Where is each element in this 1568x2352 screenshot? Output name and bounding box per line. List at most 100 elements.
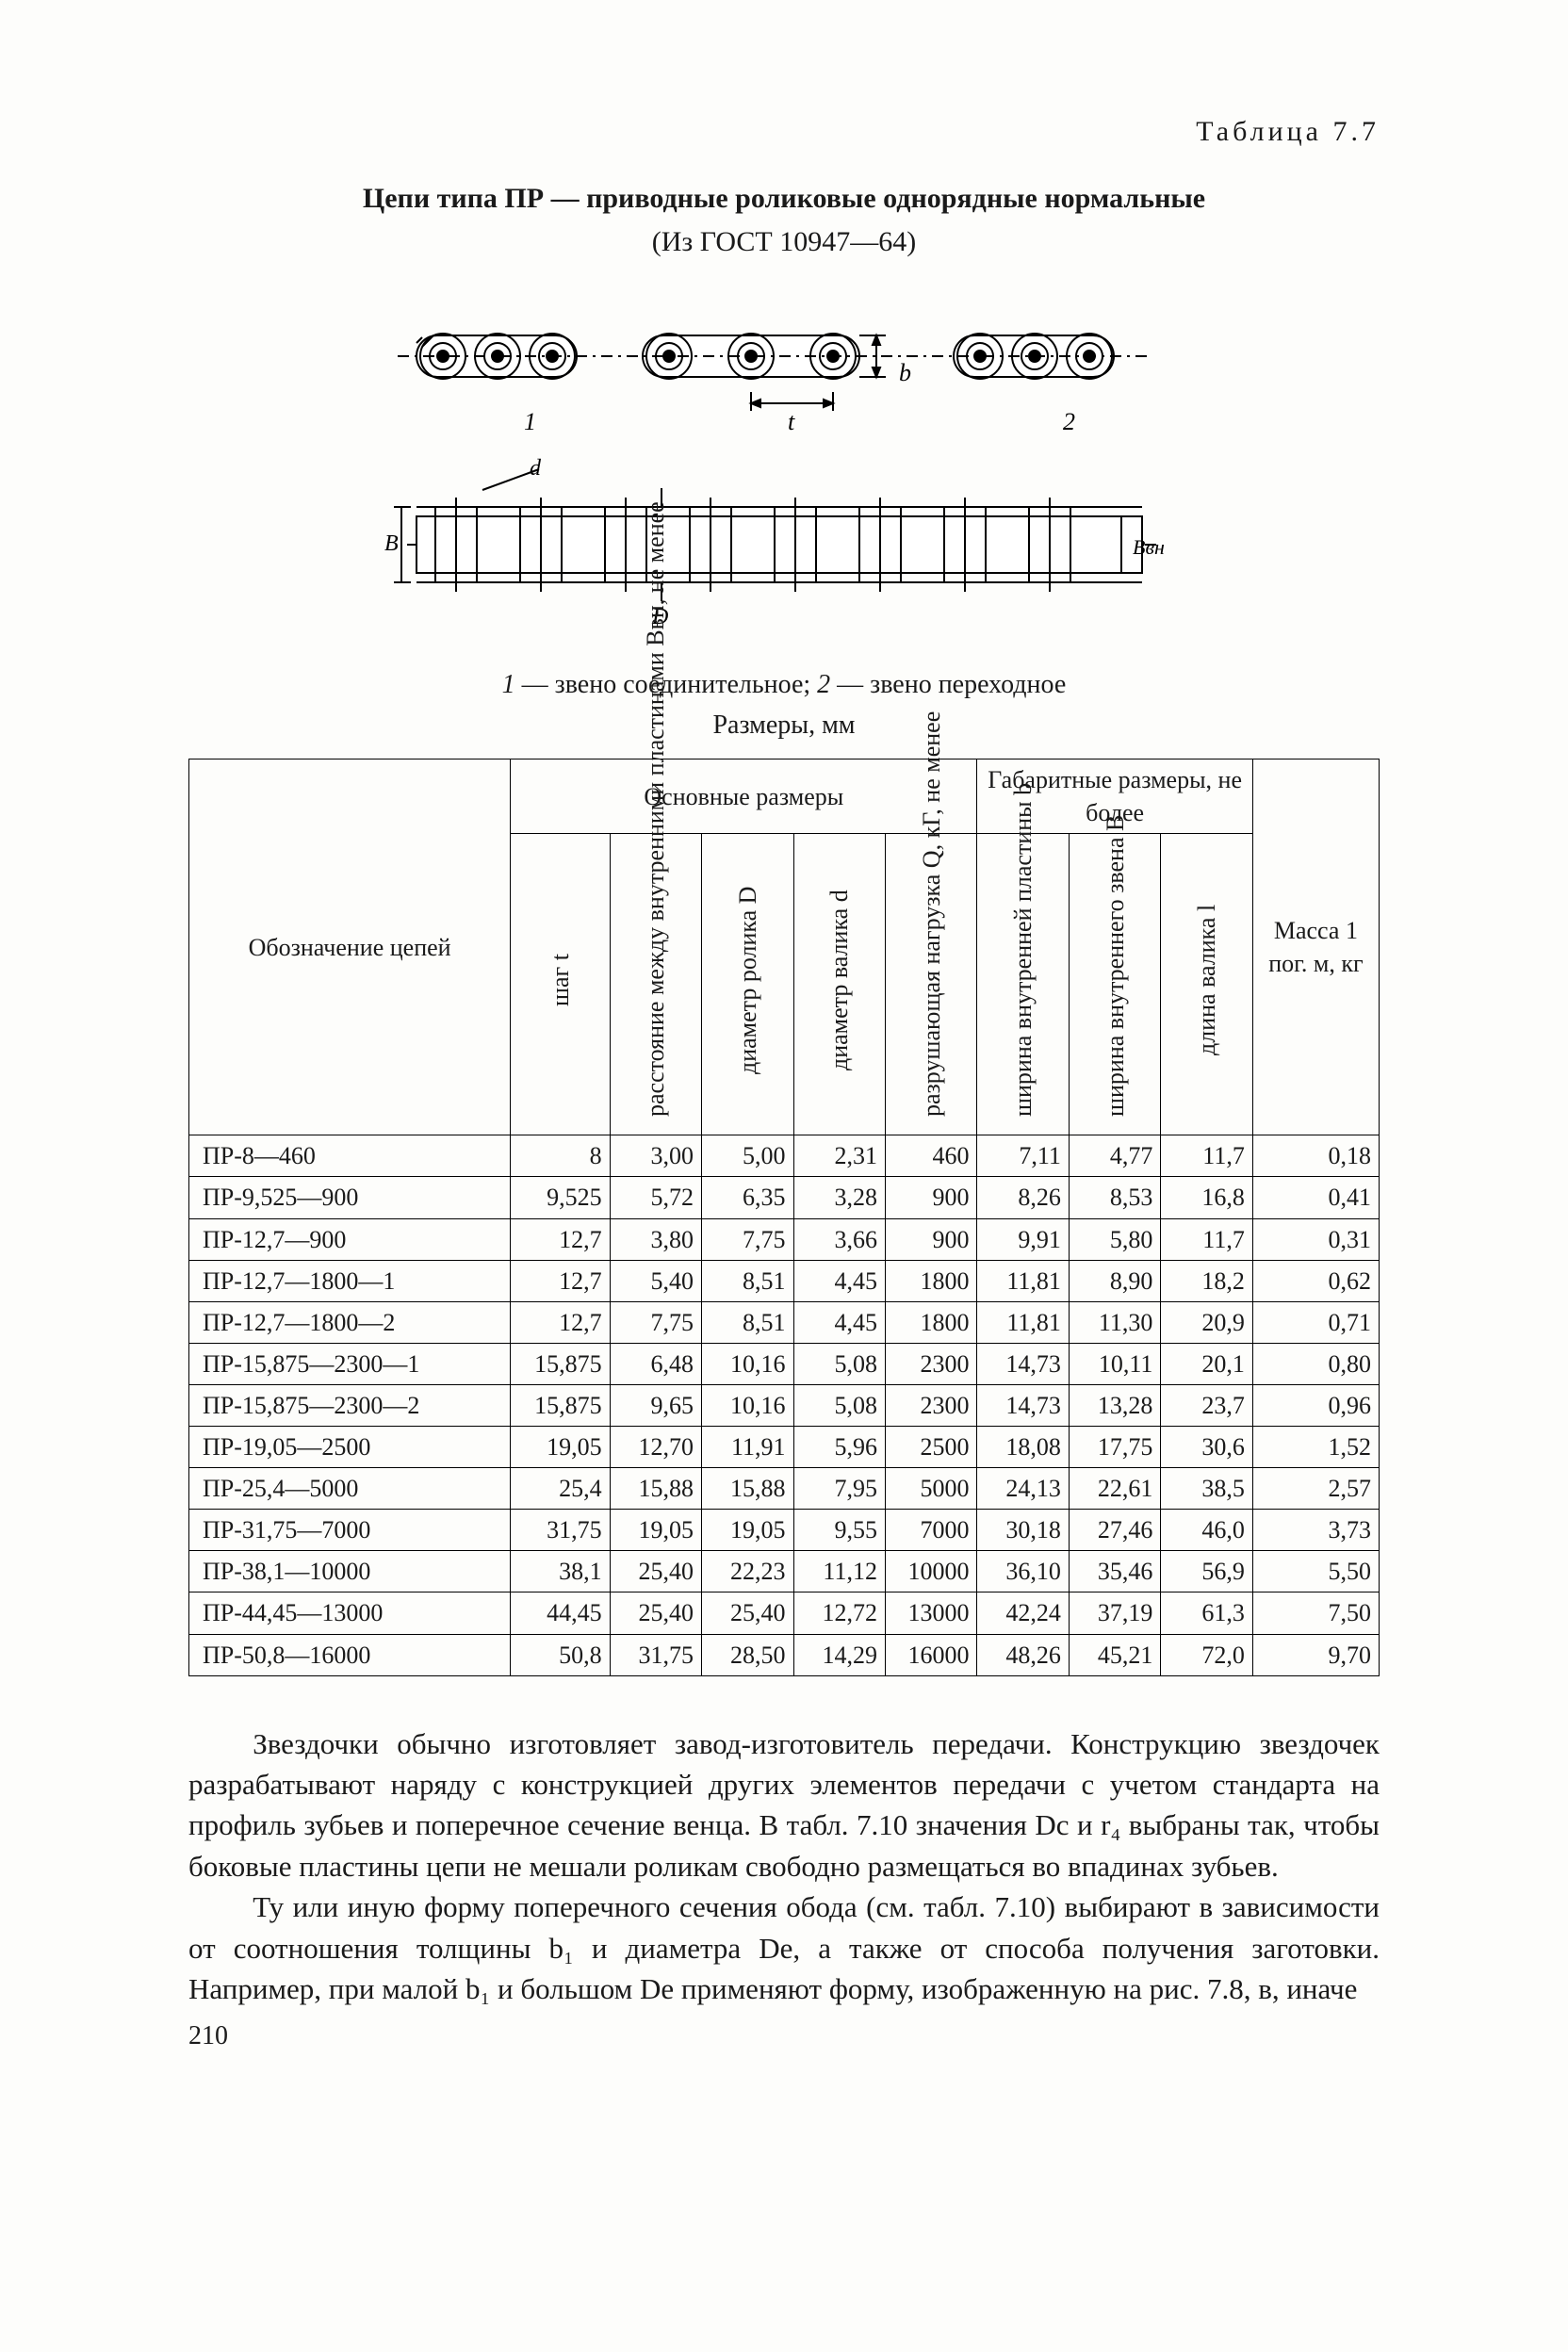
cell-Bw: 22,61	[1069, 1468, 1160, 1510]
sizes-label: Размеры, мм	[188, 708, 1380, 743]
cell-l: 20,9	[1161, 1301, 1252, 1343]
cell-d: 5,96	[793, 1427, 885, 1468]
table-row: ПР-44,45—1300044,4525,4025,4012,72130004…	[189, 1592, 1380, 1634]
cell-Q: 2300	[885, 1343, 976, 1384]
cell-l: 23,7	[1161, 1384, 1252, 1426]
cell-D: 22,23	[702, 1551, 793, 1592]
table-row: ПР-12,7—1800—212,77,758,514,45180011,811…	[189, 1301, 1380, 1343]
cell-m: 0,80	[1252, 1343, 1379, 1384]
cell-Bw: 17,75	[1069, 1427, 1160, 1468]
cell-Q: 900	[885, 1218, 976, 1260]
cell-designation: ПР-12,7—900	[189, 1218, 511, 1260]
cell-t: 15,875	[511, 1343, 610, 1384]
cell-m: 1,52	[1252, 1427, 1379, 1468]
cell-m: 7,50	[1252, 1592, 1379, 1634]
diagram-label-B: B	[384, 531, 399, 556]
cell-D: 6,35	[702, 1177, 793, 1218]
cell-b: 9,65	[610, 1384, 701, 1426]
cell-bp: 11,81	[977, 1301, 1069, 1343]
cell-t: 44,45	[511, 1592, 610, 1634]
cell-D: 7,75	[702, 1218, 793, 1260]
cell-b: 12,70	[610, 1427, 701, 1468]
cell-l: 38,5	[1161, 1468, 1252, 1510]
cell-designation: ПР-44,45—13000	[189, 1592, 511, 1634]
table-row: ПР-19,05—250019,0512,7011,915,96250018,0…	[189, 1427, 1380, 1468]
cell-b: 5,40	[610, 1260, 701, 1301]
cell-d: 5,08	[793, 1384, 885, 1426]
cell-b: 31,75	[610, 1634, 701, 1675]
cell-d: 9,55	[793, 1510, 885, 1551]
cell-D: 8,51	[702, 1260, 793, 1301]
col-mass: Масса 1 пог. м, кг	[1252, 760, 1379, 1135]
cell-designation: ПР-38,1—10000	[189, 1551, 511, 1592]
cell-t: 15,875	[511, 1384, 610, 1426]
chain-diagram: 1 t b 2	[188, 290, 1380, 648]
cell-l: 56,9	[1161, 1551, 1252, 1592]
cell-D: 10,16	[702, 1343, 793, 1384]
cell-bp: 30,18	[977, 1510, 1069, 1551]
cell-l: 11,7	[1161, 1135, 1252, 1177]
cell-d: 3,28	[793, 1177, 885, 1218]
cell-designation: ПР-8—460	[189, 1135, 511, 1177]
cell-b: 15,88	[610, 1468, 701, 1510]
table-row: ПР-8—46083,005,002,314607,114,7711,70,18	[189, 1135, 1380, 1177]
paragraph-2: Ту или иную форму поперечного сечения об…	[188, 1886, 1380, 2009]
cell-designation: ПР-19,05—2500	[189, 1427, 511, 1468]
cell-m: 0,62	[1252, 1260, 1379, 1301]
table-row: ПР-50,8—1600050,831,7528,5014,291600048,…	[189, 1634, 1380, 1675]
cell-l: 46,0	[1161, 1510, 1252, 1551]
subtitle: (Из ГОСТ 10947—64)	[188, 223, 1380, 262]
table-number: Таблица 7.7	[188, 113, 1380, 152]
cell-l: 20,1	[1161, 1343, 1252, 1384]
cell-m: 3,73	[1252, 1510, 1379, 1551]
cell-b: 25,40	[610, 1592, 701, 1634]
cell-Bw: 10,11	[1069, 1343, 1160, 1384]
diagram-label-1: 1	[524, 408, 536, 435]
cell-designation: ПР-15,875—2300—2	[189, 1384, 511, 1426]
diagram-caption: 1 — звено соединительное; 2 — звено пере…	[188, 667, 1380, 703]
col-pin-d: диаметр валика d	[793, 834, 885, 1135]
cell-m: 2,57	[1252, 1468, 1379, 1510]
caption-num-2: 2	[817, 670, 830, 699]
cell-t: 50,8	[511, 1634, 610, 1675]
cell-designation: ПР-12,7—1800—1	[189, 1260, 511, 1301]
cell-Q: 460	[885, 1135, 976, 1177]
cell-Bw: 8,53	[1069, 1177, 1160, 1218]
cell-b: 19,05	[610, 1510, 701, 1551]
col-step: шаг t	[511, 834, 610, 1135]
cell-m: 5,50	[1252, 1551, 1379, 1592]
cell-b: 6,48	[610, 1343, 701, 1384]
cell-l: 30,6	[1161, 1427, 1252, 1468]
cell-bp: 24,13	[977, 1468, 1069, 1510]
cell-bp: 14,73	[977, 1384, 1069, 1426]
col-plate-w: ширина внутренней пластины b	[977, 834, 1069, 1135]
table-row: ПР-15,875—2300—115,8756,4810,165,0823001…	[189, 1343, 1380, 1384]
cell-d: 11,12	[793, 1551, 885, 1592]
cell-Q: 13000	[885, 1592, 976, 1634]
cell-D: 25,40	[702, 1592, 793, 1634]
cell-t: 38,1	[511, 1551, 610, 1592]
cell-b: 3,80	[610, 1218, 701, 1260]
page-number: 210	[188, 2018, 1380, 2054]
table-row: ПР-31,75—700031,7519,0519,059,55700030,1…	[189, 1510, 1380, 1551]
cell-designation: ПР-12,7—1800—2	[189, 1301, 511, 1343]
cell-D: 8,51	[702, 1301, 793, 1343]
cell-d: 5,08	[793, 1343, 885, 1384]
cell-bp: 9,91	[977, 1218, 1069, 1260]
cell-D: 19,05	[702, 1510, 793, 1551]
cell-designation: ПР-31,75—7000	[189, 1510, 511, 1551]
cell-m: 9,70	[1252, 1634, 1379, 1675]
diagram-label-t: t	[788, 408, 795, 435]
col-dist: расстояние между внутренними пласти­нами…	[610, 834, 701, 1135]
cell-D: 10,16	[702, 1384, 793, 1426]
cell-bp: 14,73	[977, 1343, 1069, 1384]
cell-bp: 7,11	[977, 1135, 1069, 1177]
col-designation: Обозначение цепей	[189, 760, 511, 1135]
cell-l: 61,3	[1161, 1592, 1252, 1634]
cell-Bw: 11,30	[1069, 1301, 1160, 1343]
cell-d: 3,66	[793, 1218, 885, 1260]
cell-m: 0,31	[1252, 1218, 1379, 1260]
table-row: ПР-38,1—1000038,125,4022,2311,121000036,…	[189, 1551, 1380, 1592]
cell-Bw: 35,46	[1069, 1551, 1160, 1592]
cell-t: 19,05	[511, 1427, 610, 1468]
